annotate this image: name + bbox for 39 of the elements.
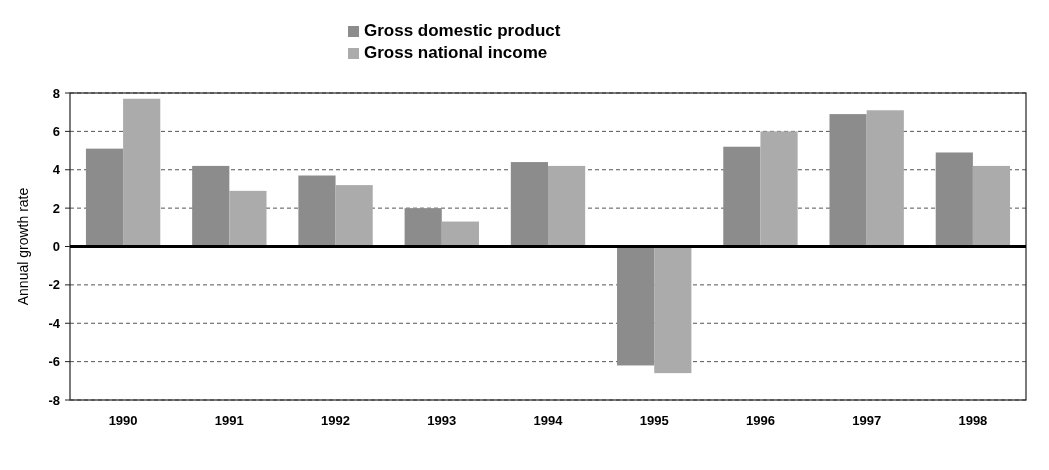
x-tick-label: 1992 xyxy=(321,413,351,428)
legend-label: Gross domestic product xyxy=(364,21,561,40)
legend-label: Gross national income xyxy=(364,43,548,62)
y-tick-label: 4 xyxy=(52,162,61,178)
y-tick-label: 2 xyxy=(52,200,60,216)
bar xyxy=(441,221,479,247)
bar xyxy=(866,110,904,247)
x-tick-label: 1997 xyxy=(852,413,882,428)
x-tick-label: 1996 xyxy=(745,413,775,428)
x-tick-label: 1998 xyxy=(958,413,988,428)
bar xyxy=(298,175,336,247)
bar xyxy=(123,98,161,247)
bar xyxy=(192,165,230,247)
bar xyxy=(85,148,124,247)
y-tick-label: -2 xyxy=(48,277,60,293)
bar xyxy=(548,165,586,247)
bar xyxy=(972,165,1011,247)
bar xyxy=(935,152,973,247)
bar xyxy=(760,131,798,247)
y-tick-label: -4 xyxy=(48,315,61,331)
x-tick-label: 1994 xyxy=(533,413,564,428)
bar xyxy=(829,114,867,247)
y-tick-label: 0 xyxy=(52,239,60,255)
x-tick-label: 1995 xyxy=(639,413,669,428)
y-tick-label: 6 xyxy=(52,123,60,139)
y-tick-label: -8 xyxy=(48,392,60,408)
bar xyxy=(510,162,548,247)
bar xyxy=(723,146,761,247)
bar xyxy=(229,190,267,247)
bar xyxy=(404,208,442,247)
bar xyxy=(335,185,373,247)
y-tick-label: -6 xyxy=(48,354,60,370)
x-tick-label: 1990 xyxy=(108,413,138,428)
x-tick-label: 1991 xyxy=(214,413,244,428)
bar xyxy=(617,246,655,366)
y-tick-label: 8 xyxy=(52,85,60,101)
x-tick-label: 1993 xyxy=(427,413,457,428)
bar xyxy=(654,246,692,374)
y-axis-title: Annual growth rate xyxy=(15,187,31,306)
